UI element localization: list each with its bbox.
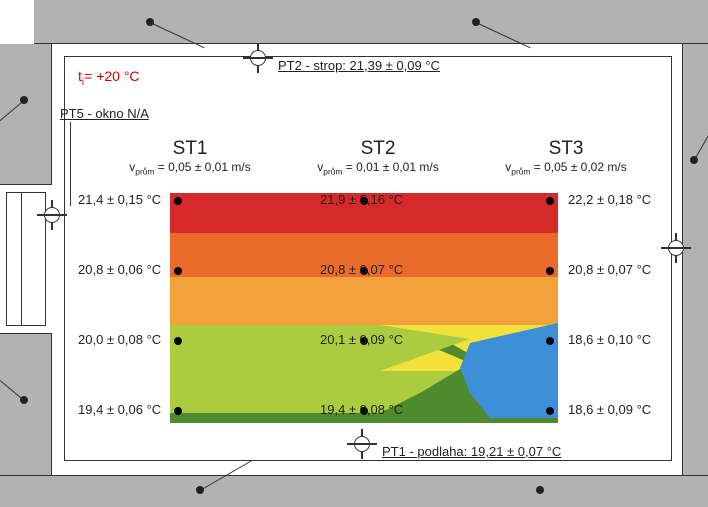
reading-st1-r1: 21,4 ± 0,15 °C xyxy=(78,192,161,207)
reading-st1-r4: 19,4 ± 0,06 °C xyxy=(78,402,161,417)
wall-dot xyxy=(20,96,28,104)
marker-pt1 xyxy=(350,432,374,456)
wall-top xyxy=(0,0,708,44)
wall-dot xyxy=(196,486,204,494)
measurement-dot xyxy=(546,267,554,275)
st1-sub: vprům = 0,05 ± 0,01 m/s xyxy=(100,160,280,176)
room-diagram: ti= +20 °C PT2 - strop: 21,39 ± 0,09 °C … xyxy=(0,0,708,507)
pt1-label: PT1 - podlaha: 19,21 ± 0,07 °C xyxy=(382,444,561,459)
wall-dot xyxy=(20,396,28,404)
temperature-field xyxy=(170,193,558,423)
measurement-dot xyxy=(546,337,554,345)
measurement-dot xyxy=(174,267,182,275)
reading-st1-r3: 20,0 ± 0,08 °C xyxy=(78,332,161,347)
pt2-label: PT2 - strop: 21,39 ± 0,09 °C xyxy=(278,58,440,73)
marker-right-wall xyxy=(664,236,688,260)
pt5-leader xyxy=(70,122,71,206)
field-svg xyxy=(170,193,558,423)
wall-dot xyxy=(146,18,154,26)
st1-title: ST1 xyxy=(140,138,240,160)
marker-pt5 xyxy=(40,203,64,227)
ti-label: ti= +20 °C xyxy=(78,68,140,88)
marker-pt2 xyxy=(246,46,270,70)
reading-st3-r4: 18,6 ± 0,09 °C xyxy=(568,402,651,417)
reading-st2-r1: 21,9 ± 0,16 °C xyxy=(320,192,403,207)
st2-sub: vprům = 0,01 ± 0,01 m/s xyxy=(288,160,468,176)
wall-bottom xyxy=(0,475,708,507)
pt5-label: PT5 - okno N/A xyxy=(60,106,149,121)
st3-title: ST3 xyxy=(516,138,616,160)
reading-st2-r2: 20,8 ± 0,07 °C xyxy=(320,262,403,277)
measurement-dot xyxy=(174,197,182,205)
reading-st2-r3: 20,1 ± 0,09 °C xyxy=(320,332,403,347)
measurement-dot xyxy=(174,337,182,345)
reading-st1-r2: 20,8 ± 0,06 °C xyxy=(78,262,161,277)
wall-top-gap xyxy=(0,0,34,44)
measurement-dot xyxy=(546,407,554,415)
measurement-dot xyxy=(546,197,554,205)
wall-left xyxy=(0,44,52,475)
st3-sub: vprům = 0,05 ± 0,02 m/s xyxy=(476,160,656,176)
reading-st2-r4: 19,4 ± 0,08 °C xyxy=(320,402,403,417)
measurement-dot xyxy=(174,407,182,415)
st2-title: ST2 xyxy=(328,138,428,160)
wall-dot xyxy=(690,156,698,164)
wall-dot xyxy=(472,18,480,26)
reading-st3-r2: 20,8 ± 0,07 °C xyxy=(568,262,651,277)
wall-dot xyxy=(536,486,544,494)
reading-st3-r3: 18,6 ± 0,10 °C xyxy=(568,332,651,347)
reading-st3-r1: 22,2 ± 0,18 °C xyxy=(568,192,651,207)
